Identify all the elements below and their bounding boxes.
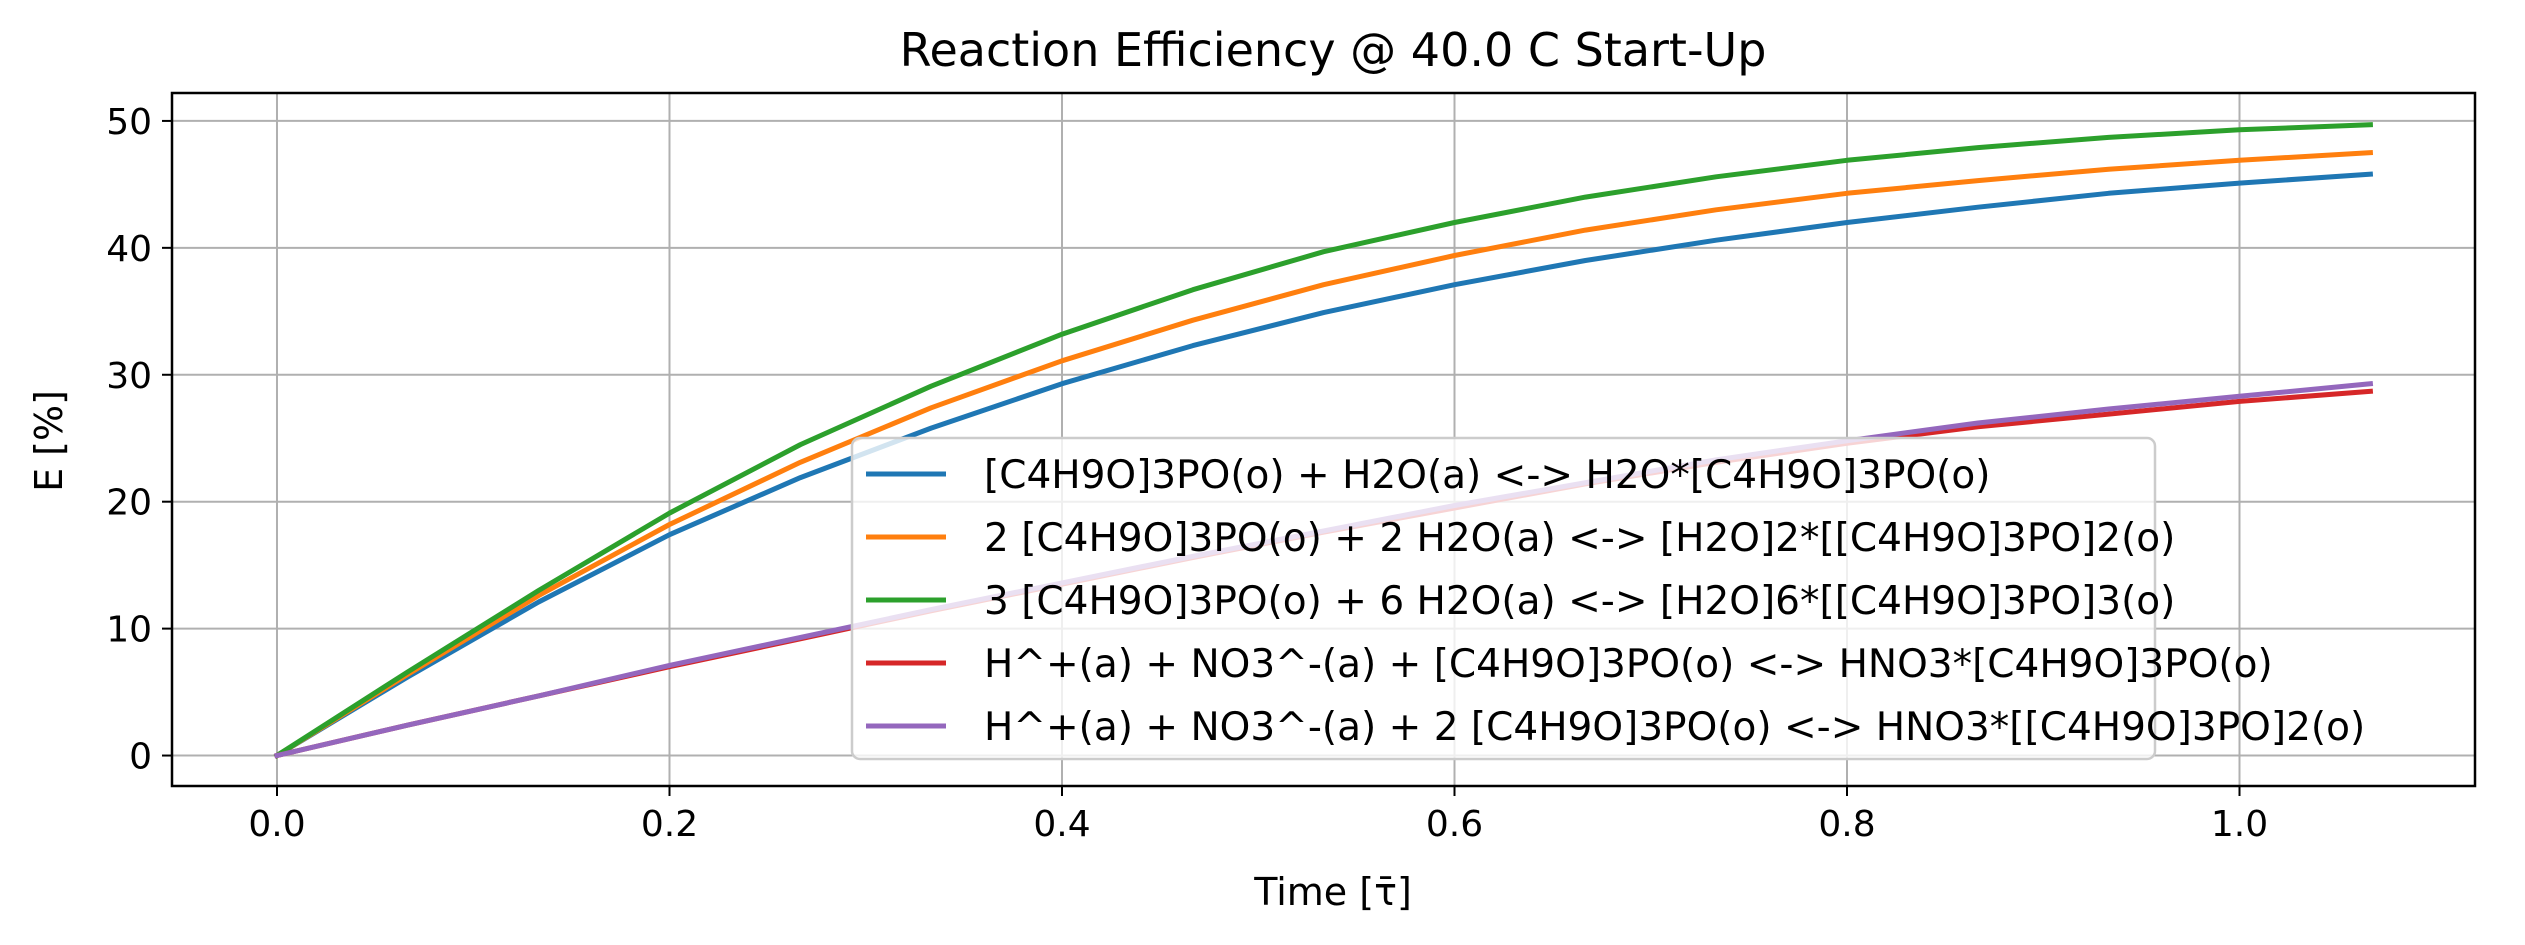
x-tick-label: 0.8	[1818, 804, 1875, 845]
x-tick-label: 0.4	[1033, 804, 1090, 845]
series-line-2	[273, 150, 2374, 759]
legend-frame	[850, 436, 2157, 761]
legend-label-3: 3 [C4H9O]3PO(o) + 6 H2O(a) <-> [H2O]6*[[…	[984, 579, 2175, 624]
series-line-3	[273, 122, 2373, 759]
x-tick-label: 0.6	[1426, 804, 1483, 845]
legend: [C4H9O]3PO(o) + H2O(a) <-> H2O*[C4H9O]3P…	[850, 436, 2365, 761]
y-tick-label: 20	[106, 483, 152, 524]
legend-label-2: 2 [C4H9O]3PO(o) + 2 H2O(a) <-> [H2O]2*[[…	[984, 516, 2175, 561]
axis-ticks: 0.0 0.2 0.4 0.6 0.8 1.0 0 10 20 30 40 50	[106, 102, 2268, 845]
x-tick-label: 0.2	[641, 804, 698, 845]
legend-label-4: H^+(a) + NO3^-(a) + [C4H9O]3PO(o) <-> HN…	[984, 642, 2273, 687]
x-tick-label: 1.0	[2211, 804, 2268, 845]
y-tick-label: 30	[106, 356, 152, 397]
y-tick-label: 0	[129, 737, 152, 778]
y-axis-label: E [%]	[27, 390, 71, 492]
y-tick-label: 40	[106, 229, 152, 270]
x-axis-label: Time [τ̄]	[1253, 870, 1412, 914]
chart-title: Reaction Efficiency @ 40.0 C Start-Up	[900, 23, 1767, 77]
legend-label-5: H^+(a) + NO3^-(a) + 2 [C4H9O]3PO(o) <-> …	[984, 705, 2365, 750]
y-tick-label: 50	[106, 102, 152, 143]
series-line-1	[273, 171, 2374, 759]
y-tick-label: 10	[106, 610, 152, 651]
x-tick-label: 0.0	[248, 804, 305, 845]
plot-area-frame	[170, 91, 2477, 788]
legend-label-1: [C4H9O]3PO(o) + H2O(a) <-> H2O*[C4H9O]3P…	[984, 453, 1990, 498]
